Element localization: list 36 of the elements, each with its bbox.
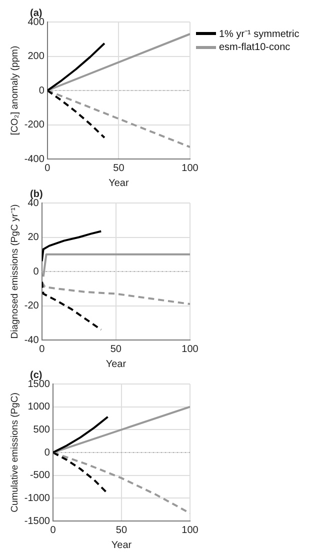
chart-title: (b) bbox=[30, 189, 43, 200]
line-series bbox=[42, 280, 102, 331]
legend-label: esm-flat10-conc bbox=[219, 42, 290, 52]
y-tick-label: 500 bbox=[33, 424, 50, 436]
y-axis-title: Cumulative emissions (PgC) bbox=[9, 392, 20, 512]
y-tick-label: 0 bbox=[38, 85, 45, 96]
y-tick-label: 1000 bbox=[28, 402, 50, 413]
y-axis-title: Diagnosed emissions (PgC yr⁻¹) bbox=[9, 204, 20, 339]
y-tick-label: -1500 bbox=[24, 516, 50, 527]
y-tick-label: 1500 bbox=[28, 378, 50, 390]
x-tick-label: 50 bbox=[116, 524, 128, 536]
y-tick-label: 400 bbox=[28, 16, 45, 28]
line-series bbox=[42, 280, 190, 306]
y-tick-label: 200 bbox=[28, 51, 45, 62]
y-tick-label: -40 bbox=[24, 334, 40, 346]
y-tick-label: -20 bbox=[24, 300, 40, 312]
y-axis-title: [CO₂] anomaly (ppm) bbox=[9, 46, 20, 136]
y-tick-label: -400 bbox=[24, 154, 45, 165]
y-tick-label: -500 bbox=[30, 470, 50, 482]
chart-title: (c) bbox=[30, 370, 42, 381]
y-tick-label: 40 bbox=[28, 198, 40, 209]
y-tick-label: -1000 bbox=[24, 492, 50, 504]
x-tick-label: 100 bbox=[182, 162, 199, 174]
y-tick-label: -200 bbox=[24, 120, 45, 130]
x-axis-title: Year bbox=[108, 178, 130, 189]
y-tick-label: 0 bbox=[33, 266, 40, 278]
x-axis-title: Year bbox=[111, 540, 132, 551]
x-tick-label: 100 bbox=[182, 524, 199, 536]
y-tick-label: 0 bbox=[44, 447, 50, 458]
x-axis-title: Year bbox=[106, 358, 127, 370]
x-tick-label: 100 bbox=[182, 344, 199, 355]
legend-label: 1% yr⁻¹ symmetric bbox=[219, 28, 300, 40]
x-tick-label: 50 bbox=[110, 344, 122, 355]
x-tick-label: 50 bbox=[113, 162, 125, 174]
y-tick-label: 20 bbox=[28, 232, 40, 243]
chart-title: (a) bbox=[30, 8, 42, 19]
